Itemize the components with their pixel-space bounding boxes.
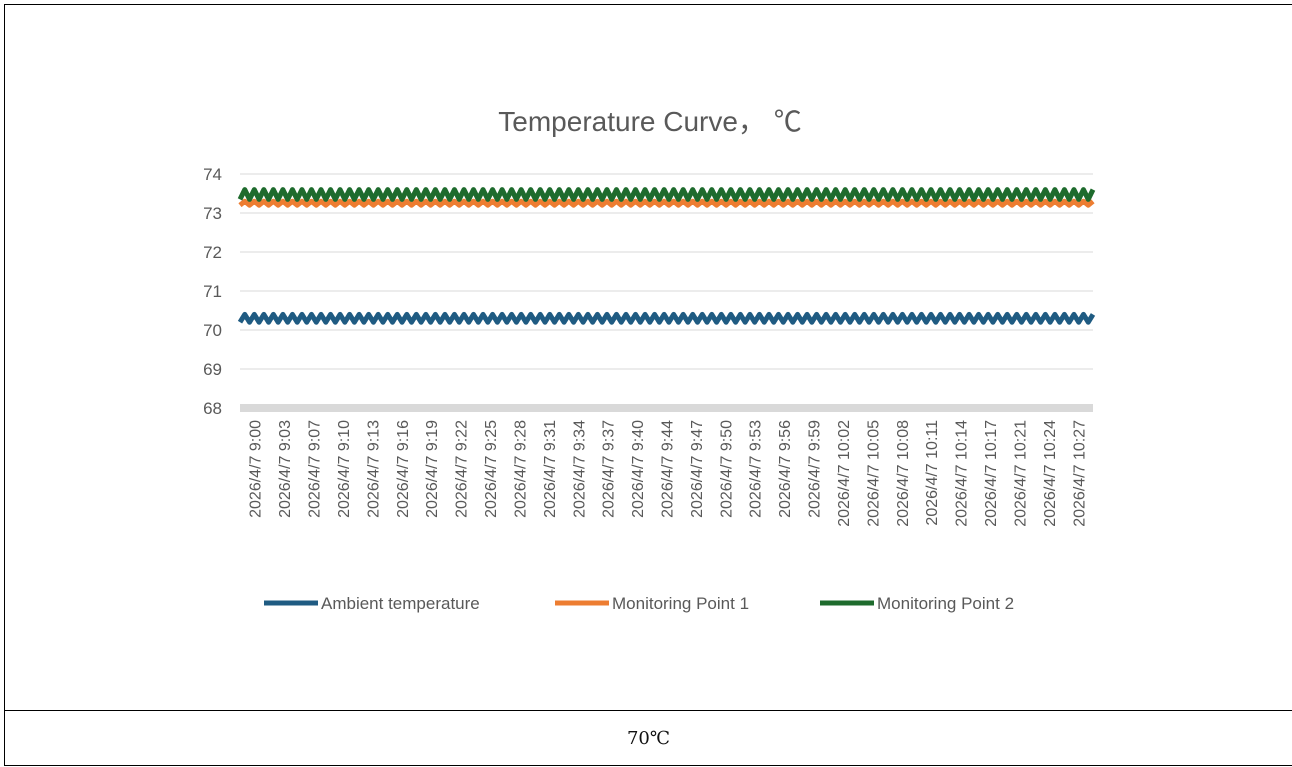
legend-label-1: Ambient temperature <box>321 594 480 613</box>
series-line-3 <box>237 187 1096 202</box>
y-tick-label: 74 <box>203 165 222 184</box>
x-tick-label: 2026/4/7 10:27 <box>1071 420 1088 527</box>
caption-cell: 70℃ <box>4 711 1292 766</box>
x-tick-label: 2026/4/7 10:08 <box>895 420 912 527</box>
x-tick-label: 2026/4/7 10:24 <box>1042 420 1059 527</box>
x-tick-label: 2026/4/7 9:13 <box>365 420 382 518</box>
x-tick-label: 2026/4/7 9:44 <box>660 420 677 518</box>
table-frame <box>4 4 1292 766</box>
y-tick-label: 69 <box>203 360 222 379</box>
chart-title: Temperature Curve， ℃ <box>498 106 802 137</box>
x-tick-label: 2026/4/7 9:10 <box>336 420 353 518</box>
x-tick-label: 2026/4/7 10:02 <box>836 420 853 527</box>
x-tick-label: 2026/4/7 10:21 <box>1012 420 1029 527</box>
x-tick-label: 2026/4/7 9:16 <box>395 420 412 518</box>
x-tick-label: 2026/4/7 9:00 <box>248 420 265 518</box>
series-line-1 <box>237 311 1096 325</box>
x-tick-label: 2026/4/7 10:05 <box>865 420 882 527</box>
series-line-2 <box>238 198 1095 208</box>
x-tick-label: 2026/4/7 9:53 <box>748 420 765 518</box>
x-tick-label: 2026/4/7 9:47 <box>689 420 706 518</box>
y-tick-label: 70 <box>203 321 222 340</box>
x-tick-label: 2026/4/7 9:22 <box>454 420 471 518</box>
y-axis: 68 69 70 71 72 73 74 <box>203 165 222 418</box>
y-tick-label: 73 <box>203 204 222 223</box>
legend-label-2: Monitoring Point 1 <box>612 594 749 613</box>
plot-area <box>237 187 1096 325</box>
y-tick-label: 72 <box>203 243 222 262</box>
x-tick-label: 2026/4/7 9:50 <box>718 420 735 518</box>
table-divider <box>4 710 1292 711</box>
x-tick-label: 2026/4/7 9:59 <box>807 420 824 518</box>
y-tick-label: 68 <box>203 399 222 418</box>
x-tick-label: 2026/4/7 10:17 <box>983 420 1000 527</box>
x-tick-label: 2026/4/7 9:34 <box>571 420 588 518</box>
x-tick-label: 2026/4/7 9:07 <box>307 420 324 518</box>
x-tick-label: 2026/4/7 9:56 <box>777 420 794 518</box>
x-tick-label: 2026/4/7 9:37 <box>601 420 618 518</box>
x-tick-label: 2026/4/7 9:28 <box>512 420 529 518</box>
y-tick-label: 71 <box>203 282 222 301</box>
x-axis: 2026/4/7 9:00 2026/4/7 9:03 2026/4/7 9:07 2… <box>248 420 1089 527</box>
x-tick-label: 2026/4/7 9:19 <box>424 420 441 518</box>
x-tick-label: 2026/4/7 9:25 <box>483 420 500 518</box>
x-axis-line <box>240 404 1093 412</box>
x-tick-label: 2026/4/7 10:11 <box>924 420 941 526</box>
legend: Ambient temperature Monitoring Point 1 Mon… <box>264 594 1014 613</box>
gridlines <box>240 173 1093 412</box>
x-tick-label: 2026/4/7 10:14 <box>954 420 971 527</box>
x-tick-label: 2026/4/7 9:31 <box>542 420 559 518</box>
x-tick-label: 2026/4/7 9:03 <box>277 420 294 518</box>
x-tick-label: 2026/4/7 9:40 <box>630 420 647 518</box>
legend-label-3: Monitoring Point 2 <box>877 594 1014 613</box>
caption-text: 70℃ <box>626 728 671 749</box>
